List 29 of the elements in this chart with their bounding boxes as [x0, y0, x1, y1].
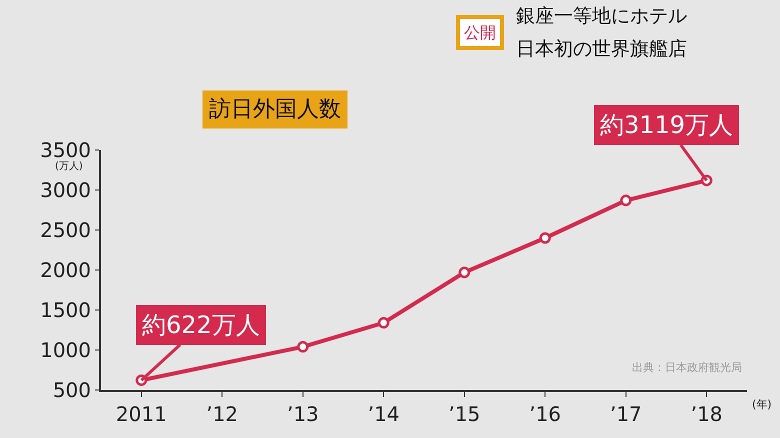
annotation: 約3119万人	[600, 111, 734, 139]
x-tick-label: 2011	[116, 402, 167, 426]
point	[620, 194, 632, 206]
chart-title: 訪日外国人数	[209, 97, 341, 122]
y-tick-label: 1000	[40, 338, 91, 362]
y-tick-label: 500	[52, 378, 91, 402]
text: 公開	[464, 23, 496, 42]
x-tick-label: ’12	[206, 402, 238, 426]
point	[297, 341, 309, 353]
point	[458, 266, 470, 278]
point	[539, 232, 551, 244]
x-tick-label: ’18	[690, 402, 723, 426]
text: 日本初の世界旗艦店	[516, 38, 687, 60]
x-tick-label: ’15	[448, 402, 480, 426]
y-axis-title: (万人)	[55, 161, 83, 172]
annotation: 約622万人	[142, 311, 260, 339]
x-tick-label: ’17	[610, 402, 642, 426]
y-tick-label: 3000	[40, 178, 91, 202]
y-tick-label: 2000	[40, 258, 91, 282]
x-axis-title: (年)	[752, 398, 772, 411]
annotation: 出典：日本政府観光局	[632, 361, 742, 374]
y-tick-label: 2500	[40, 218, 91, 242]
text: 銀座一等地にホテル	[516, 5, 687, 27]
x-tick-label: ’14	[368, 402, 400, 426]
x-tick-label: ’16	[529, 402, 562, 426]
y-tick-label: 3500	[40, 138, 91, 162]
point	[378, 317, 390, 329]
y-tick-label: 1500	[40, 298, 91, 322]
x-tick-label: ’13	[286, 402, 319, 426]
